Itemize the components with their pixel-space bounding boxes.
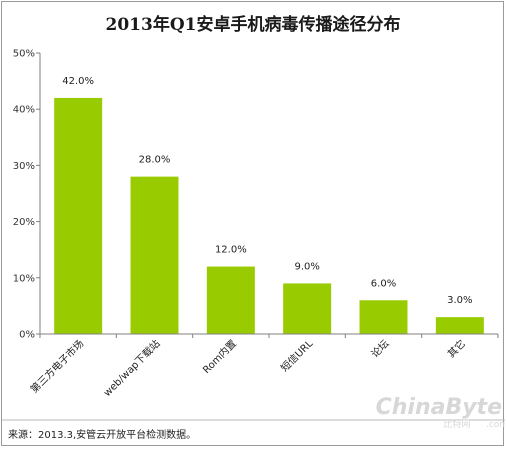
watermark-brand: ChinaByte <box>376 395 502 420</box>
bars: 42.0% 28.0% 12.0% 9.0% 6.0% 3.0% <box>54 76 484 335</box>
chart-title: 2013年Q1安卓手机病毒传播途径分布 <box>106 14 401 35</box>
y-tick-label: 10% <box>13 273 35 284</box>
y-tick-label: 40% <box>13 105 35 116</box>
bar <box>206 266 255 334</box>
data-label: 28.0% <box>139 155 171 166</box>
y-tick-label: 50% <box>13 49 35 60</box>
data-label: 3.0% <box>447 295 472 306</box>
watermark-cn: 比特网 <box>443 418 470 430</box>
category-label: web/wap下载站 <box>101 337 163 399</box>
data-label: 6.0% <box>371 278 396 289</box>
source-note: 来源：2013.3,安管云开放平台检测数据。 <box>8 428 196 441</box>
bar <box>359 300 408 334</box>
category-label: 论坛 <box>368 337 391 360</box>
bar <box>130 176 179 334</box>
category-label: Rom内置 <box>200 337 239 376</box>
y-tick-label: 30% <box>13 161 35 172</box>
y-tick-label: 0% <box>19 330 35 341</box>
category-label: 短信URL <box>278 337 316 375</box>
watermark-domain: .com <box>486 420 505 430</box>
data-label: 9.0% <box>294 261 319 272</box>
data-label: 12.0% <box>215 245 247 256</box>
category-label: 第三方电子市场 <box>28 337 87 396</box>
data-label: 42.0% <box>62 76 94 87</box>
y-axis: 0% 10% 20% 30% 40% 50% <box>13 49 41 341</box>
y-tick-label: 20% <box>13 217 35 228</box>
watermark: ChinaByte 比特网 .com <box>376 395 505 430</box>
x-axis: 第三方电子市场 web/wap下载站 Rom内置 短信URL 论坛 其它 <box>28 333 499 399</box>
bar <box>54 97 103 335</box>
bar <box>435 317 484 334</box>
bar <box>283 283 332 334</box>
category-label: 其它 <box>445 337 468 360</box>
